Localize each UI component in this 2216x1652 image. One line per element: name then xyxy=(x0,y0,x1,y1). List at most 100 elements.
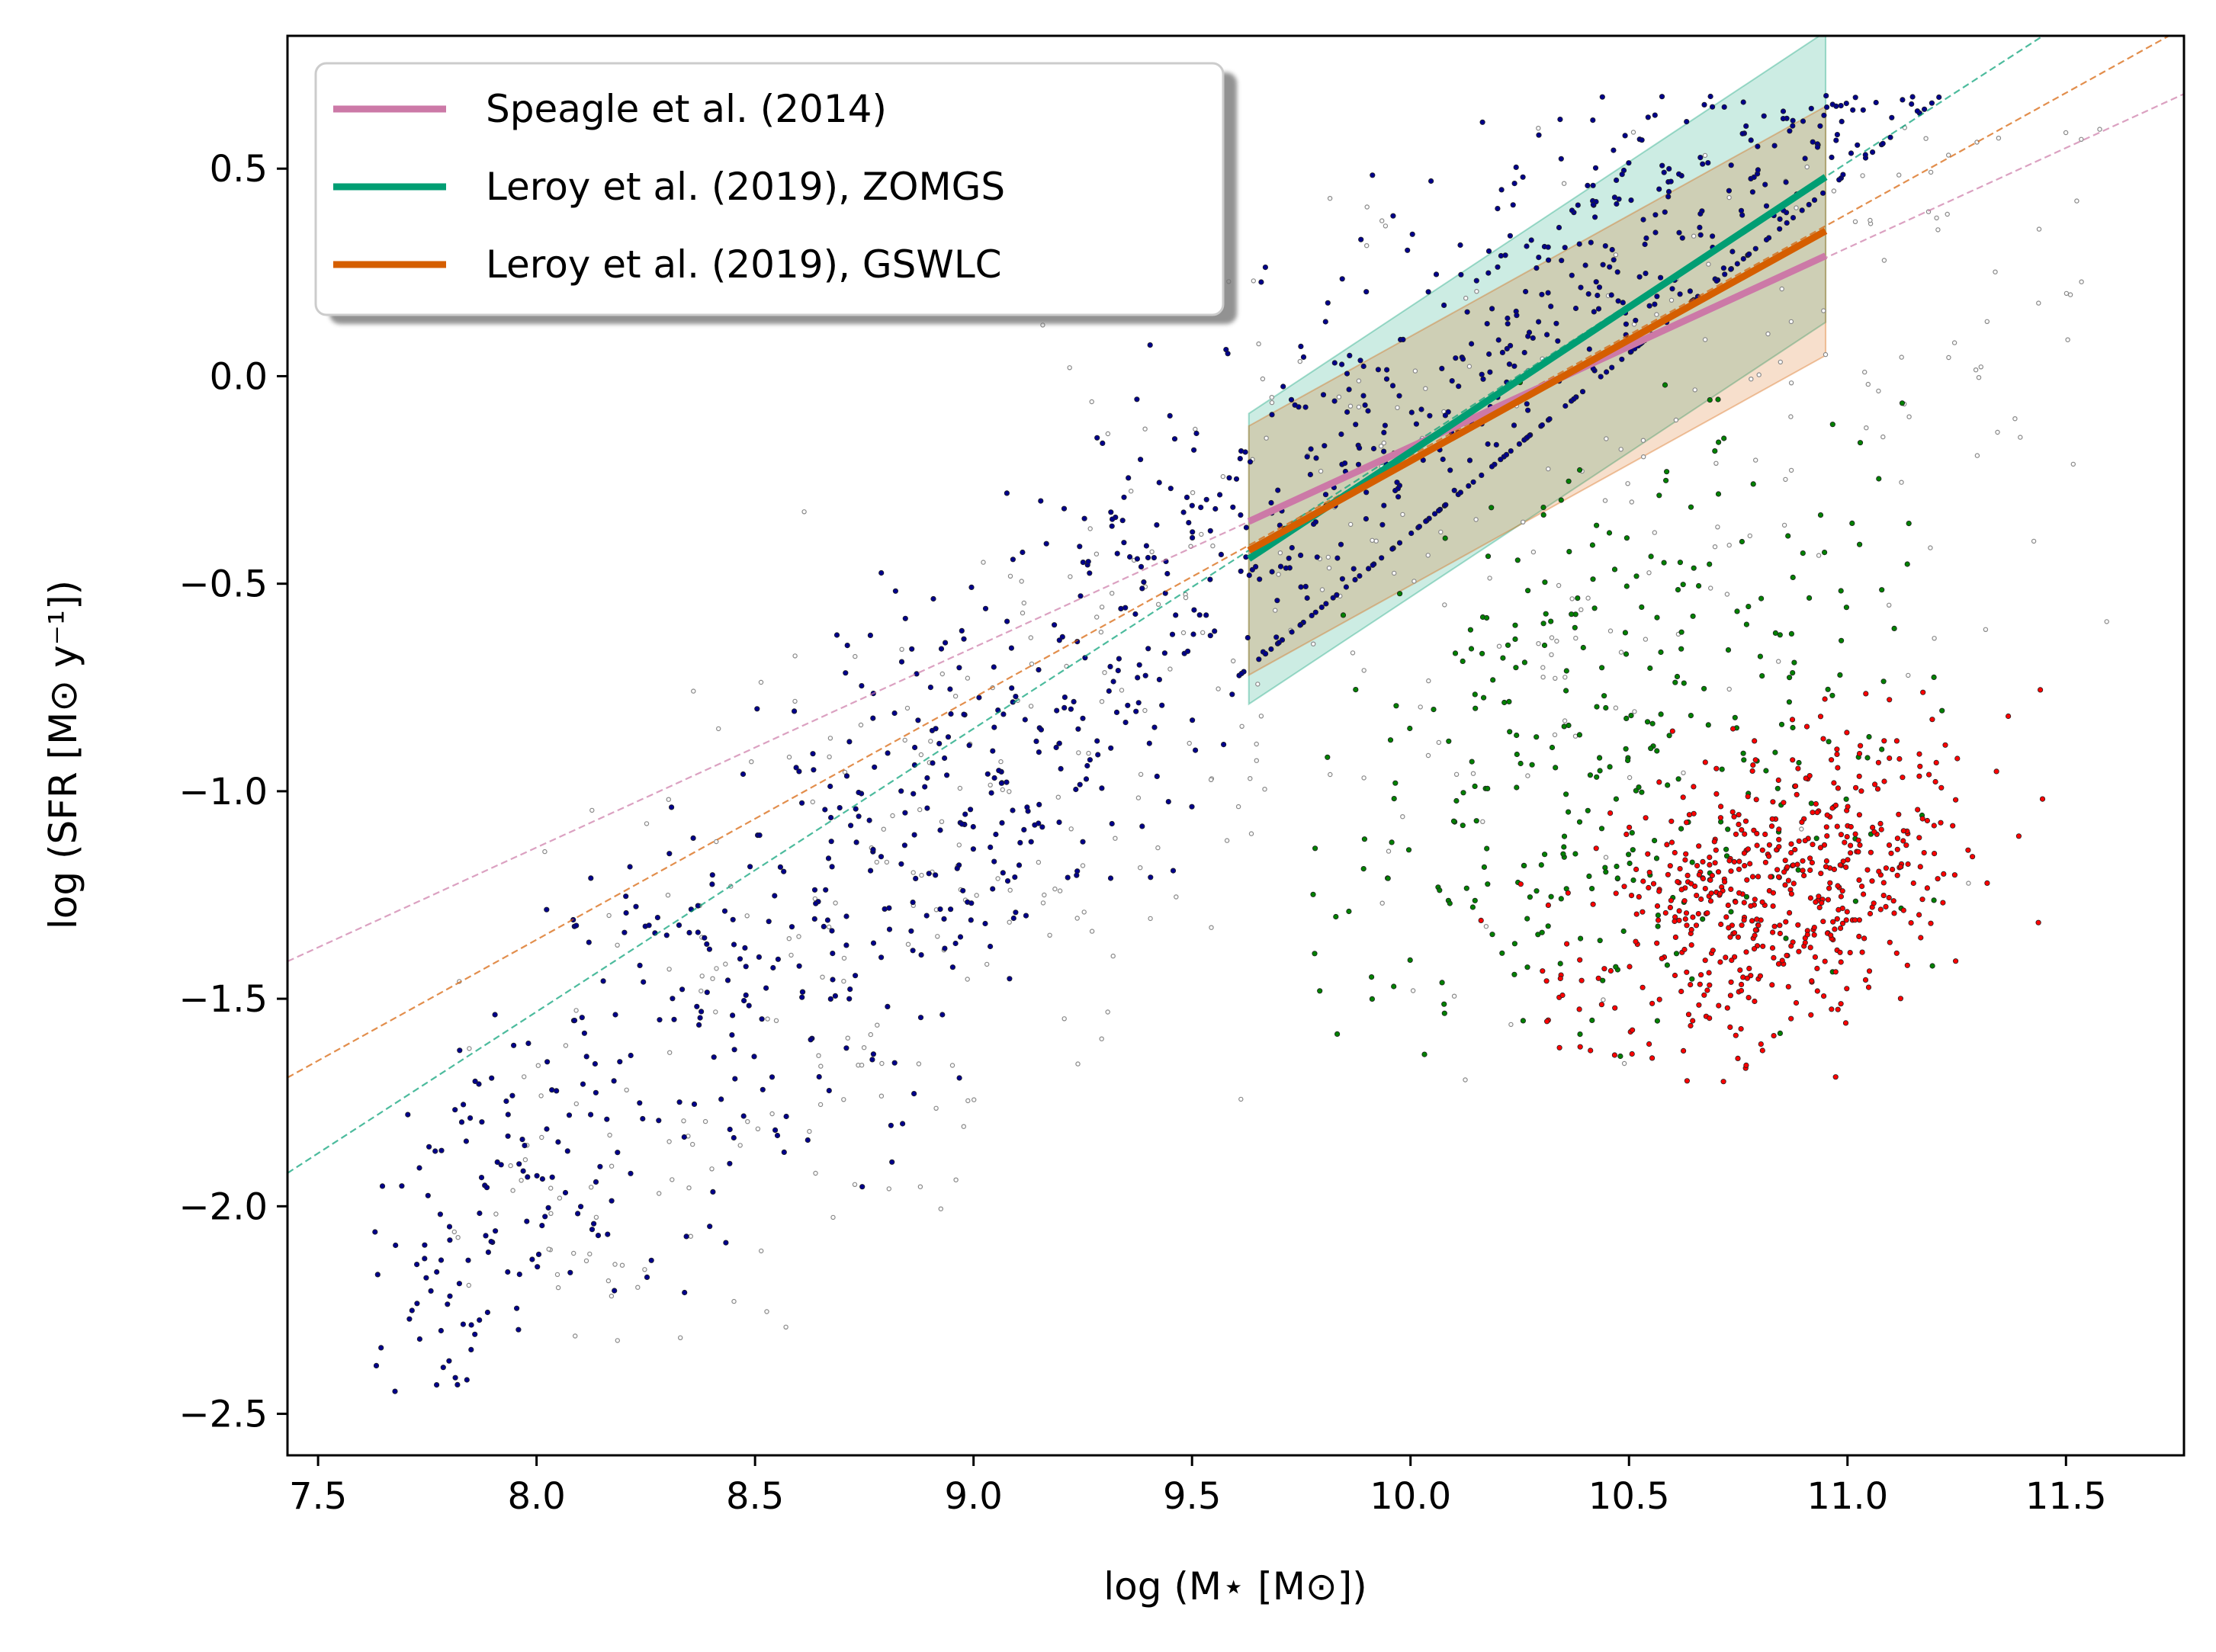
point-star-forming xyxy=(1207,633,1213,639)
point-quiescent xyxy=(1824,812,1830,818)
point-unclassified xyxy=(1068,574,1073,579)
point-quiescent xyxy=(1690,1018,1696,1024)
point-quiescent xyxy=(1686,812,1692,818)
point-star-forming xyxy=(1530,335,1536,341)
point-star-forming xyxy=(808,1037,814,1043)
point-quiescent xyxy=(1894,836,1900,842)
point-star-forming xyxy=(1010,557,1016,563)
point-green-valley xyxy=(1743,621,1749,627)
point-star-forming xyxy=(1640,217,1646,223)
point-quiescent xyxy=(2038,687,2044,693)
point-star-forming xyxy=(1546,415,1553,422)
point-quiescent xyxy=(1742,818,1749,824)
point-star-forming xyxy=(740,998,747,1004)
point-unclassified xyxy=(1483,923,1489,929)
point-star-forming xyxy=(1084,762,1090,769)
point-star-forming xyxy=(1643,270,1649,277)
point-star-forming xyxy=(1697,224,1703,230)
point-quiescent xyxy=(1672,918,1678,925)
x-axis-label: log (M⋆ [M⊙]) xyxy=(1103,1564,1367,1609)
point-unclassified xyxy=(1899,354,1904,360)
point-star-forming xyxy=(1312,519,1319,525)
point-unclassified xyxy=(1536,125,1541,131)
point-star-forming xyxy=(1611,257,1617,263)
point-star-forming xyxy=(1523,288,1529,295)
point-star-forming xyxy=(577,1204,584,1210)
point-unclassified xyxy=(1412,368,1418,374)
point-green-valley xyxy=(1513,665,1519,671)
point-star-forming xyxy=(378,1345,384,1351)
point-unclassified xyxy=(801,509,807,515)
point-green-valley xyxy=(1723,846,1729,852)
point-star-forming xyxy=(586,939,592,945)
point-star-forming xyxy=(1148,874,1154,881)
point-star-forming xyxy=(1298,343,1304,349)
point-unclassified xyxy=(1190,490,1196,496)
point-green-valley xyxy=(1611,566,1618,573)
point-green-valley xyxy=(1453,797,1460,804)
point-star-forming xyxy=(1575,202,1581,208)
point-quiescent xyxy=(1747,861,1753,867)
point-unclassified xyxy=(1525,773,1530,778)
point-unclassified xyxy=(1373,538,1379,544)
point-star-forming xyxy=(1592,214,1598,220)
point-star-forming xyxy=(711,1054,717,1060)
point-quiescent xyxy=(1713,791,1720,797)
point-star-forming xyxy=(968,584,975,591)
point-unclassified xyxy=(1007,789,1012,794)
point-star-forming xyxy=(1280,383,1286,390)
point-star-forming xyxy=(1122,605,1129,611)
point-star-forming xyxy=(1298,584,1304,590)
point-star-forming xyxy=(1829,101,1835,107)
point-star-forming xyxy=(1909,101,1915,107)
point-quiescent xyxy=(1921,850,1927,856)
point-star-forming xyxy=(1780,108,1787,114)
point-star-forming xyxy=(1116,656,1122,662)
point-green-valley xyxy=(1680,582,1686,588)
point-quiescent xyxy=(1775,874,1782,880)
point-star-forming xyxy=(1440,456,1446,463)
point-quiescent xyxy=(1807,945,1813,951)
point-quiescent xyxy=(1861,935,1868,941)
point-star-forming xyxy=(549,1174,555,1180)
point-green-valley xyxy=(1393,703,1399,709)
point-unclassified xyxy=(548,1185,554,1191)
point-star-forming xyxy=(1353,422,1359,428)
point-quiescent xyxy=(1827,880,1833,886)
point-star-forming xyxy=(704,990,710,996)
point-star-forming xyxy=(924,775,930,781)
point-green-valley xyxy=(1654,748,1660,754)
point-star-forming xyxy=(1740,255,1746,262)
point-quiescent xyxy=(1782,858,1788,864)
point-quiescent xyxy=(1839,920,1846,926)
point-quiescent xyxy=(1684,1078,1690,1084)
point-green-valley xyxy=(1577,467,1583,473)
point-star-forming xyxy=(1544,332,1550,338)
point-star-forming xyxy=(1710,233,1716,239)
point-quiescent xyxy=(1919,897,1925,903)
point-green-valley xyxy=(1633,788,1639,794)
point-unclassified xyxy=(1923,136,1929,141)
point-unclassified xyxy=(1052,886,1058,892)
x-axis-ticks: 7.5 8.0 8.5 9.0 9.5 10.0 10.5 11.0 11.5 xyxy=(289,1455,2107,1518)
point-quiescent xyxy=(1814,988,1820,994)
point-unclassified xyxy=(1821,308,1826,313)
point-star-forming xyxy=(889,1159,895,1165)
point-star-forming xyxy=(1243,554,1249,560)
point-star-forming xyxy=(1263,650,1269,657)
point-quiescent xyxy=(1735,934,1741,940)
point-star-forming xyxy=(1304,454,1310,460)
point-star-forming xyxy=(1456,383,1462,390)
point-green-valley xyxy=(1790,669,1796,676)
x-tick-label: 8.5 xyxy=(726,1475,784,1518)
point-quiescent xyxy=(1965,847,1971,853)
point-star-forming xyxy=(1065,874,1071,881)
point-quiescent xyxy=(1862,977,1869,983)
point-quiescent xyxy=(1920,689,1926,695)
point-unclassified xyxy=(1549,635,1555,640)
point-star-forming xyxy=(1591,309,1597,315)
point-star-forming xyxy=(1545,290,1551,296)
point-quiescent xyxy=(1828,932,1834,938)
point-star-forming xyxy=(988,844,994,851)
point-star-forming xyxy=(1286,555,1292,561)
